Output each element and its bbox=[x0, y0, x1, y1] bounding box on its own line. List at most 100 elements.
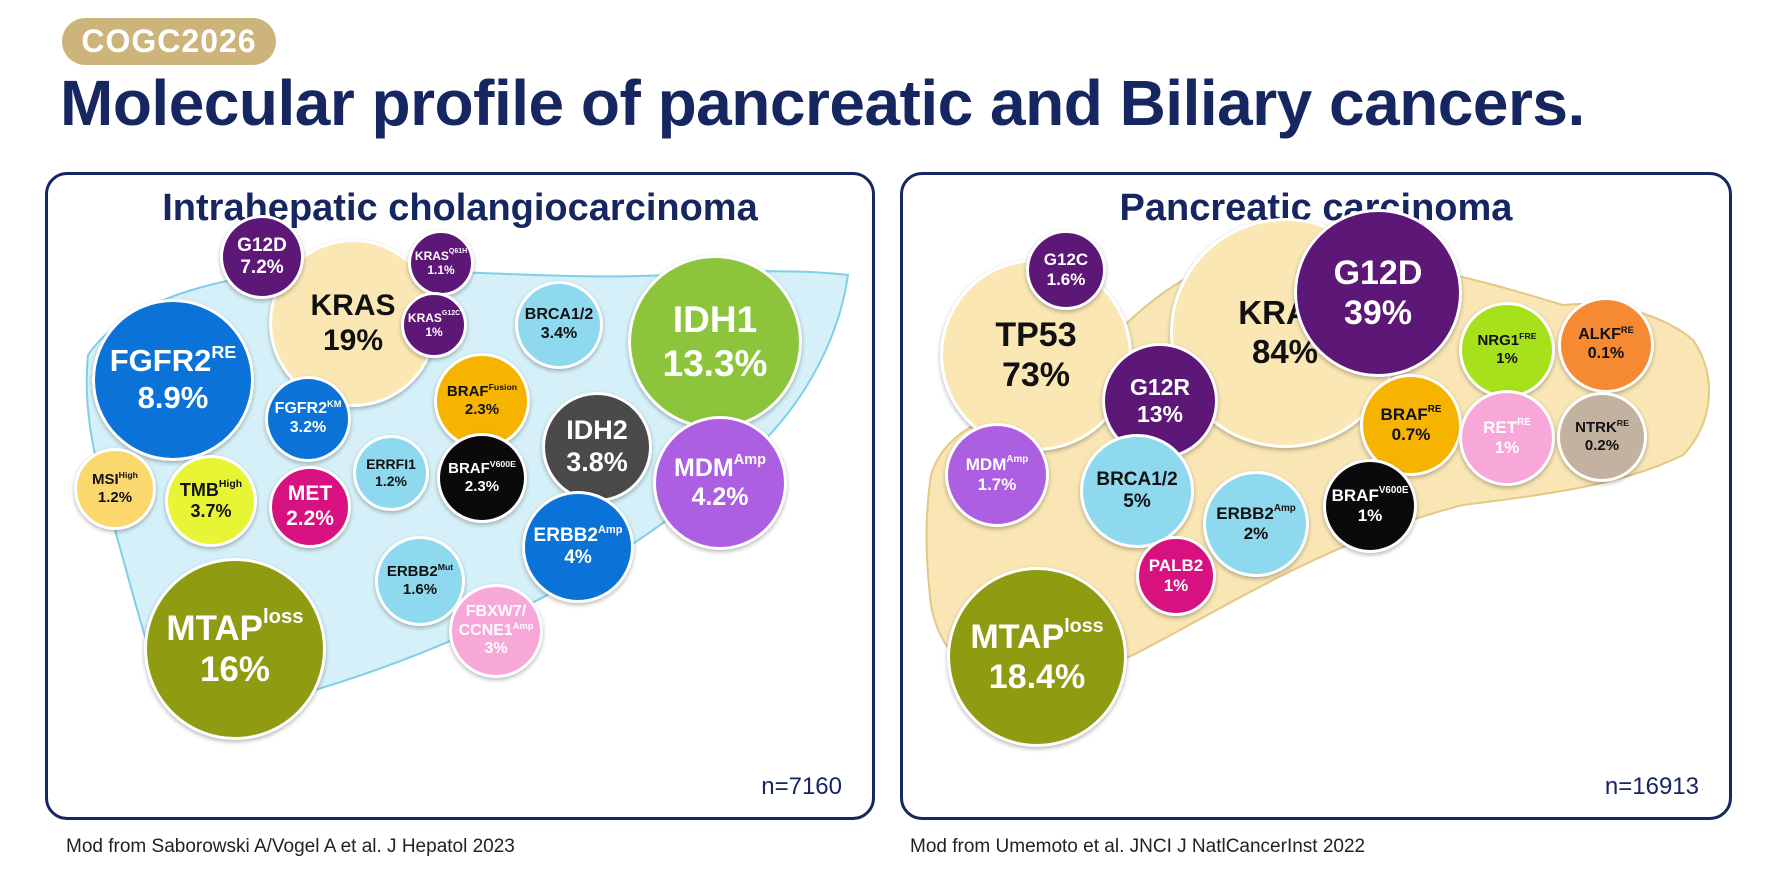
bubble-label: FGFR2KM bbox=[274, 399, 342, 418]
bubble-label: MDMAmp bbox=[965, 453, 1029, 474]
footnote-left: Mod from Saborowski A/Vogel A et al. J H… bbox=[66, 836, 515, 857]
bubble-label: ERBB2Mut bbox=[386, 562, 454, 581]
bubble-ntrk-re: NTRKRE 0.2% bbox=[1557, 392, 1647, 482]
bubble-label: KRAS bbox=[310, 288, 396, 322]
bubble-value: 0.1% bbox=[1587, 345, 1625, 362]
bubble-label: TMBHigh bbox=[179, 478, 243, 500]
bubble-g12c: G12C 1.6% bbox=[1026, 230, 1106, 310]
bubble-kras-g12c: KRASG12C 1% bbox=[401, 292, 467, 358]
bubble-fgfr2-re: FGFR2RE 8.9% bbox=[92, 299, 254, 461]
bubble-kras-q61h: KRASQ61H 1.1% bbox=[408, 230, 474, 296]
bubble-label-line2: CCNE1Amp bbox=[458, 620, 534, 639]
bubble-value: 2.3% bbox=[464, 401, 500, 418]
bubble-label: G12D bbox=[237, 234, 287, 256]
bubble-value: 1.7% bbox=[977, 475, 1017, 494]
bubble-mtap-loss: MTAPloss 18.4% bbox=[947, 567, 1127, 747]
bubble-mdm-amp: MDMAmp 4.2% bbox=[653, 416, 787, 550]
bubble-label: BRAFFusion bbox=[446, 382, 518, 401]
panel-title: Intrahepatic cholangiocarcinoma bbox=[162, 187, 758, 229]
bubble-label: IDH1 bbox=[672, 299, 758, 341]
bubble-label: MTAPloss bbox=[166, 605, 304, 648]
bubble-value: 2% bbox=[1243, 524, 1269, 543]
bubble-value: 2.3% bbox=[464, 478, 500, 495]
bubble-label: MET bbox=[287, 482, 333, 506]
bubble-value: 1.1% bbox=[427, 263, 455, 277]
bubble-label: MTAPloss bbox=[970, 614, 1104, 656]
bubble-label: RETRE bbox=[1483, 416, 1531, 437]
bubble-fgfr2-km: FGFR2KM 3.2% bbox=[265, 376, 351, 462]
bubble-value: 13.3% bbox=[662, 343, 768, 384]
bubble-value: 73% bbox=[1001, 356, 1071, 394]
bubble-value: 18.4% bbox=[988, 658, 1086, 696]
bubble-label: NRG1FRE bbox=[1477, 331, 1537, 350]
bubble-label: G12D bbox=[1333, 253, 1423, 292]
sample-size: n=7160 bbox=[761, 773, 842, 800]
bubble-erbb2-amp: ERBB2Amp 2% bbox=[1203, 471, 1309, 577]
bubble-braf-v600e: BRAFV600E 1% bbox=[1323, 459, 1417, 553]
bubble-label: IDH2 bbox=[566, 415, 628, 446]
bubble-ret-re: RETRE 1% bbox=[1459, 390, 1555, 486]
bubble-label: PALB2 bbox=[1148, 555, 1204, 575]
bubble-label: BRCA1/2 bbox=[1096, 468, 1178, 490]
bubble-label: G12C bbox=[1043, 249, 1089, 269]
bubble-value: 1% bbox=[1357, 506, 1383, 525]
bubble-value: 0.2% bbox=[1584, 437, 1620, 454]
bubble-label: BRCA1/2 bbox=[524, 306, 594, 324]
bubble-value: 1.2% bbox=[97, 489, 133, 506]
bubble-value: 1% bbox=[425, 325, 443, 339]
bubble-value: 2.2% bbox=[286, 507, 334, 530]
bubble-value: 1% bbox=[1494, 438, 1520, 457]
bubble-value: 19% bbox=[322, 324, 384, 357]
bubble-label: BRAFV600E bbox=[1331, 484, 1409, 505]
panel-pancreatic-carcinoma: Pancreatic carcinoma KRAS 84% TP53 73% G12C 1… bbox=[900, 172, 1732, 820]
bubble-label: G12R bbox=[1129, 373, 1191, 400]
slide-title: Molecular profile of pancreatic and Bili… bbox=[60, 67, 1585, 139]
bubble-label: KRASG12C bbox=[407, 310, 461, 325]
bubble-label: ERBB2Amp bbox=[533, 523, 623, 546]
bubble-value: 3.4% bbox=[540, 325, 578, 342]
footnote-right: Mod from Umemoto et al. JNCI J NatlCance… bbox=[910, 836, 1366, 857]
bubble-g12d: G12D 7.2% bbox=[220, 215, 304, 299]
bubble-value: 13% bbox=[1136, 401, 1184, 427]
bubble-value: 39% bbox=[1343, 294, 1413, 332]
bubble-brca12: BRCA1/2 5% bbox=[1080, 434, 1194, 548]
bubble-value: 1.6% bbox=[402, 581, 438, 598]
bubble-label: MSIHigh bbox=[92, 470, 138, 489]
bubble-erbb2-amp: ERBB2Amp 4% bbox=[522, 491, 634, 603]
bubble-label: MDMAmp bbox=[674, 452, 766, 482]
bubble-brca12: BRCA1/2 3.4% bbox=[515, 281, 603, 369]
bubble-tmb-high: TMBHigh 3.7% bbox=[165, 455, 257, 547]
bubble-errfi1: ERRFI1 1.2% bbox=[353, 435, 429, 511]
bubble-braf-re: BRAFRE 0.7% bbox=[1360, 374, 1462, 476]
bubble-value: 8.9% bbox=[137, 380, 209, 415]
bubble-value: 0.7% bbox=[1391, 425, 1431, 444]
bubble-value: 4% bbox=[564, 547, 592, 568]
bubble-label: BRAFV600E bbox=[448, 459, 516, 478]
bubble-label: ALKFRE bbox=[1578, 325, 1634, 344]
bubble-label: FGFR2RE bbox=[109, 341, 237, 379]
bubble-value: 1% bbox=[1163, 576, 1189, 595]
bubble-met: MET 2.2% bbox=[269, 466, 351, 548]
bubble-idh2: IDH2 3.8% bbox=[542, 392, 652, 502]
bubble-value: 1.2% bbox=[375, 473, 407, 489]
bubble-value: 3% bbox=[484, 640, 508, 658]
bubble-value: 1.6% bbox=[1046, 270, 1086, 289]
bubble-palb2: PALB2 1% bbox=[1136, 536, 1216, 616]
sample-size: n=16913 bbox=[1604, 773, 1699, 800]
bubble-mtap-loss: MTAPloss 16% bbox=[144, 558, 326, 740]
bubble-erbb2-mut: ERBB2Mut 1.6% bbox=[375, 536, 465, 626]
panel-intrahepatic-cholangiocarcinoma: Intrahepatic cholangiocarcinoma KRAS 19% G… bbox=[45, 172, 875, 820]
bubble-value: 5% bbox=[1123, 491, 1151, 512]
bubble-value: 16% bbox=[199, 650, 271, 689]
bubble-nrg1-fre: NRG1FRE 1% bbox=[1459, 302, 1555, 398]
bubble-idh1: IDH1 13.3% bbox=[628, 255, 802, 429]
bubble-label: NTRKRE bbox=[1575, 418, 1629, 437]
bubble-alkf-re: ALKFRE 0.1% bbox=[1558, 297, 1654, 393]
bubble-label: BRAFRE bbox=[1380, 403, 1442, 424]
bubble-value: 3.8% bbox=[566, 447, 628, 477]
bubble-msi-high: MSIHigh 1.2% bbox=[74, 448, 156, 530]
conference-badge: COGC2026 bbox=[62, 18, 276, 65]
bubble-label: ERRFI1 bbox=[366, 456, 416, 473]
bubble-value: 4.2% bbox=[691, 483, 749, 511]
bubble-mdm-amp: MDMAmp 1.7% bbox=[945, 423, 1049, 527]
